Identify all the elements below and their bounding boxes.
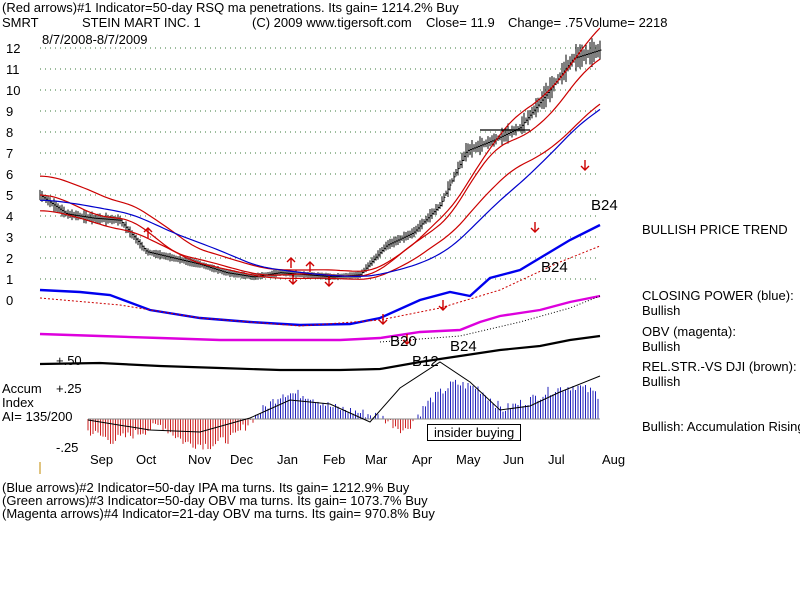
- red-arrow-head: [438, 305, 448, 311]
- signal-b24-top: B24: [591, 197, 618, 214]
- relstr-value: Bullish: [642, 374, 681, 389]
- accum-ma-line: [87, 361, 601, 433]
- x-tick-label: Jul: [548, 452, 565, 467]
- lower-band-line: [39, 103, 601, 280]
- change-value: Change= .75: [508, 15, 583, 30]
- signal-b24-low: B24: [450, 338, 477, 355]
- accum-ai: AI= 135/200: [2, 409, 73, 424]
- red-arrow-head: [402, 339, 412, 345]
- x-tick-label: Jan: [277, 452, 298, 467]
- accum-title-2: Index: [2, 395, 34, 410]
- x-tick-label: Aug: [602, 452, 625, 467]
- footer-line-1: (Blue arrows)#2 Indicator=50-day IPA ma …: [2, 480, 410, 495]
- closing-power-label: CLOSING POWER (blue):: [642, 288, 794, 303]
- signal-b12: B12: [412, 353, 439, 370]
- company-name: STEIN MART INC. 1: [82, 15, 201, 30]
- obv-value: Bullish: [642, 339, 681, 354]
- x-tick-label: Feb: [323, 452, 345, 467]
- obv-label: OBV (magenta):: [642, 324, 736, 339]
- x-tick-label: Dec: [230, 452, 254, 467]
- upper-band-line: [39, 27, 601, 272]
- relstr-label: REL.STR.-VS DJI (brown):: [642, 359, 797, 374]
- y-tick-label: 1: [6, 272, 13, 287]
- date-range: 8/7/2008-8/7/2009: [42, 32, 148, 47]
- y-tick-label: 12: [6, 41, 20, 56]
- long-ma-line: [40, 108, 601, 277]
- relstr-line: [39, 334, 601, 372]
- price-trend-label: BULLISH PRICE TREND: [642, 222, 788, 237]
- x-tick-label: Oct: [136, 452, 157, 467]
- y-tick-label: 5: [6, 188, 13, 203]
- red-arrow-head: [286, 257, 296, 263]
- red-arrow-head: [143, 227, 153, 233]
- copyright: (C) 2009 www.tigersoft.com: [252, 15, 412, 30]
- obv-ma: [379, 295, 601, 343]
- closing-power-line: [39, 223, 601, 327]
- closing-power-ma: [39, 245, 601, 327]
- red-arrow-head: [288, 279, 298, 285]
- y-tick-label: 2: [6, 251, 13, 266]
- red-arrow-head: [530, 227, 540, 233]
- y-tick-label: 6: [6, 167, 13, 182]
- y-tick-label: 3: [6, 230, 13, 245]
- x-tick-label: Apr: [412, 452, 433, 467]
- x-tick-label: Sep: [90, 452, 113, 467]
- x-tick-label: May: [456, 452, 481, 467]
- signal-b24-mid: B24: [541, 259, 568, 276]
- red-arrow-head: [378, 319, 388, 325]
- red-arrow-head: [305, 261, 315, 267]
- ticker: SMRT: [2, 15, 39, 30]
- close-value: Close= 11.9: [426, 15, 495, 30]
- x-tick-label: Mar: [365, 452, 388, 467]
- y-tick-label: 9: [6, 104, 13, 119]
- y-tick-label: 11: [6, 62, 20, 77]
- accum-title-1: Accum: [2, 381, 42, 396]
- red-arrow-head: [580, 165, 590, 171]
- y-tick-label: 4: [6, 209, 13, 224]
- red-arrow-head: [324, 281, 334, 287]
- accum-tick-plus50: +.50: [56, 353, 82, 368]
- accumulation-label: Bullish: Accumulation Rising: [642, 419, 800, 434]
- footer-line-2: (Green arrows)#3 Indicator=50-day OBV ma…: [2, 493, 428, 508]
- accum-tick-minus25: -.25: [56, 440, 79, 455]
- x-tick-label: Jun: [503, 452, 524, 467]
- insider-buying-box: insider buying: [427, 424, 522, 441]
- y-tick-label: 10: [6, 83, 20, 98]
- y-tick-label: 7: [6, 146, 13, 161]
- accum-tick-plus25: +.25: [56, 381, 82, 396]
- obv-line: [39, 294, 601, 342]
- x-tick-label: Nov: [188, 452, 212, 467]
- closing-power-value: Bullish: [642, 303, 681, 318]
- signal-b20: B20: [390, 333, 417, 350]
- volume-value: Volume= 2218: [584, 15, 668, 30]
- y-tick-label: 8: [6, 125, 13, 140]
- y-tick-label: 0: [6, 293, 13, 308]
- footer-line-3: (Magenta arrows)#4 Indicator=21-day OBV …: [2, 506, 435, 521]
- indicator-1-line: (Red arrows)#1 Indicator=50-day RSQ ma p…: [2, 0, 459, 15]
